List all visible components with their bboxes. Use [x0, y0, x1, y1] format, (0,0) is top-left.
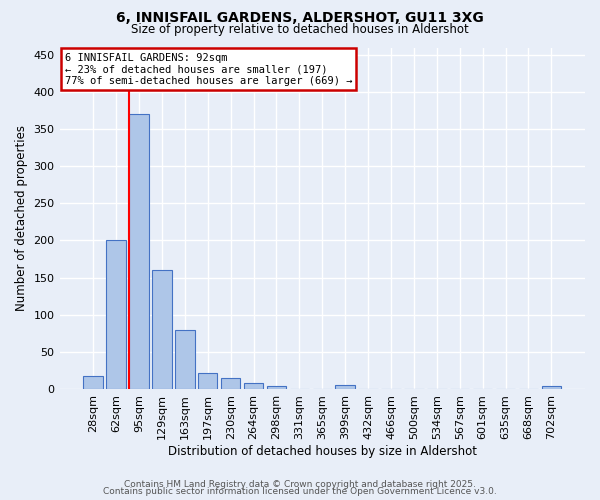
Bar	[129, 114, 149, 389]
Bar	[152, 270, 172, 389]
Bar	[83, 376, 103, 389]
Text: 6 INNISFAIL GARDENS: 92sqm
← 23% of detached houses are smaller (197)
77% of sem: 6 INNISFAIL GARDENS: 92sqm ← 23% of deta…	[65, 52, 352, 86]
Text: Size of property relative to detached houses in Aldershot: Size of property relative to detached ho…	[131, 24, 469, 36]
Bar	[542, 386, 561, 389]
Bar	[335, 385, 355, 389]
X-axis label: Distribution of detached houses by size in Aldershot: Distribution of detached houses by size …	[168, 444, 477, 458]
Text: 6, INNISFAIL GARDENS, ALDERSHOT, GU11 3XG: 6, INNISFAIL GARDENS, ALDERSHOT, GU11 3X…	[116, 11, 484, 25]
Bar	[198, 372, 217, 389]
Bar	[106, 240, 126, 389]
Text: Contains public sector information licensed under the Open Government Licence v3: Contains public sector information licen…	[103, 487, 497, 496]
Bar	[221, 378, 241, 389]
Bar	[244, 383, 263, 389]
Bar	[175, 330, 194, 389]
Text: Contains HM Land Registry data © Crown copyright and database right 2025.: Contains HM Land Registry data © Crown c…	[124, 480, 476, 489]
Y-axis label: Number of detached properties: Number of detached properties	[15, 125, 28, 311]
Bar	[267, 386, 286, 389]
